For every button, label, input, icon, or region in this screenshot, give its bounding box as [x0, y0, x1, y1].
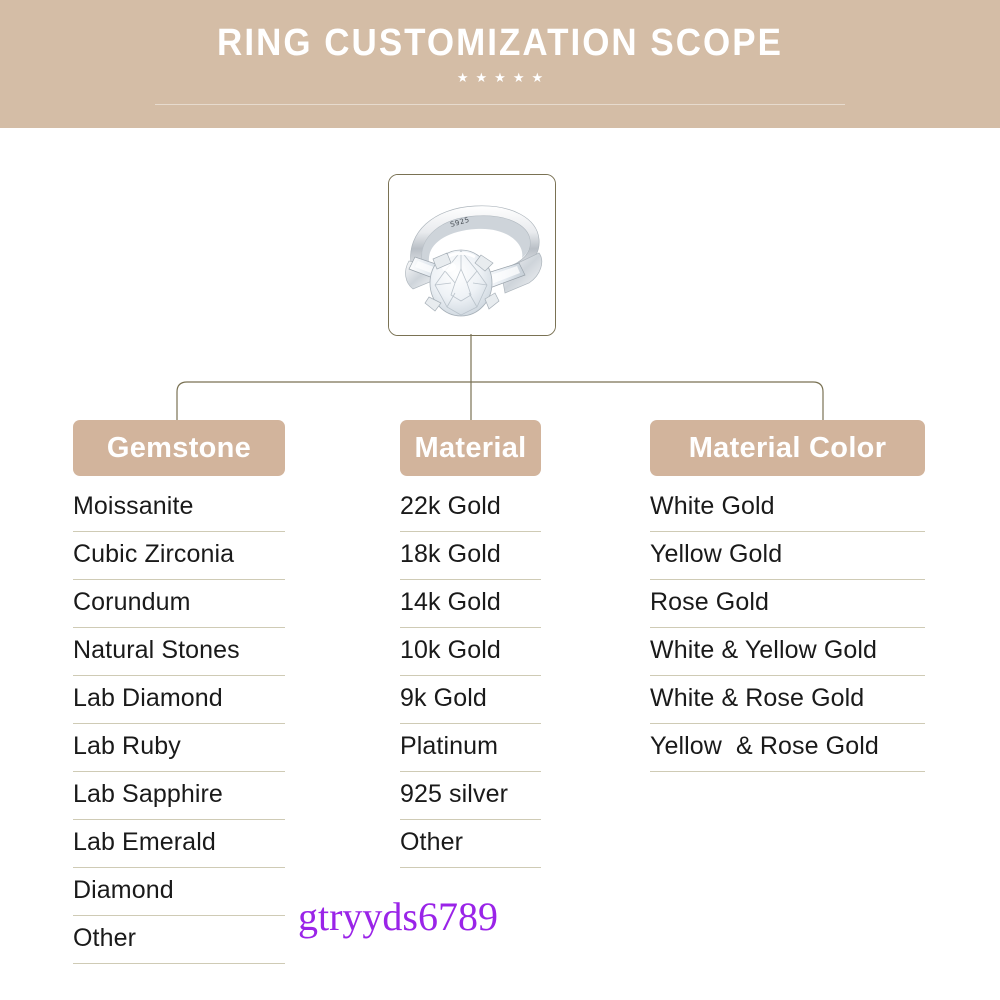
star-rating-decoration: ★★★★★	[456, 70, 551, 85]
list-item[interactable]: Corundum	[73, 580, 285, 628]
product-image-frame: S925	[388, 174, 556, 336]
column-material-color: Material Color White Gold Yellow Gold Ro…	[650, 420, 925, 772]
list-item[interactable]: Lab Diamond	[73, 676, 285, 724]
list-item[interactable]: Yellow Gold	[650, 532, 925, 580]
list-item[interactable]: Moissanite	[73, 484, 285, 532]
column-header-material-color[interactable]: Material Color	[650, 420, 925, 476]
list-item[interactable]: Lab Sapphire	[73, 772, 285, 820]
material-option-list: 22k Gold 18k Gold 14k Gold 10k Gold 9k G…	[400, 484, 541, 868]
column-header-material[interactable]: Material	[400, 420, 541, 476]
list-item[interactable]: Diamond	[73, 868, 285, 916]
watermark-text: gtryyds6789	[298, 894, 498, 939]
list-item[interactable]: White Gold	[650, 484, 925, 532]
list-item[interactable]: Rose Gold	[650, 580, 925, 628]
list-item[interactable]: Platinum	[400, 724, 541, 772]
list-item[interactable]: Lab Emerald	[73, 820, 285, 868]
list-item[interactable]: Natural Stones	[73, 628, 285, 676]
list-item[interactable]: Cubic Zirconia	[73, 532, 285, 580]
material-color-option-list: White Gold Yellow Gold Rose Gold White &…	[650, 484, 925, 772]
column-material: Material 22k Gold 18k Gold 14k Gold 10k …	[400, 420, 541, 868]
list-item[interactable]: White & Yellow Gold	[650, 628, 925, 676]
header-banner: RING CUSTOMIZATION SCOPE ★★★★★	[0, 0, 1000, 128]
list-item[interactable]: 925 silver	[400, 772, 541, 820]
column-header-gemstone[interactable]: Gemstone	[73, 420, 285, 476]
gemstone-option-list: Moissanite Cubic Zirconia Corundum Natur…	[73, 484, 285, 964]
list-item[interactable]: White & Rose Gold	[650, 676, 925, 724]
list-item[interactable]: 22k Gold	[400, 484, 541, 532]
list-item[interactable]: 10k Gold	[400, 628, 541, 676]
list-item[interactable]: Lab Ruby	[73, 724, 285, 772]
header-divider	[155, 104, 845, 105]
list-item[interactable]: Other	[73, 916, 285, 964]
list-item[interactable]: 9k Gold	[400, 676, 541, 724]
list-item[interactable]: 14k Gold	[400, 580, 541, 628]
ring-photo: S925	[389, 175, 555, 335]
page-title: RING CUSTOMIZATION SCOPE	[217, 22, 783, 64]
column-gemstone: Gemstone Moissanite Cubic Zirconia Corun…	[73, 420, 285, 964]
list-item[interactable]: Other	[400, 820, 541, 868]
list-item[interactable]: Yellow & Rose Gold	[650, 724, 925, 772]
list-item[interactable]: 18k Gold	[400, 532, 541, 580]
